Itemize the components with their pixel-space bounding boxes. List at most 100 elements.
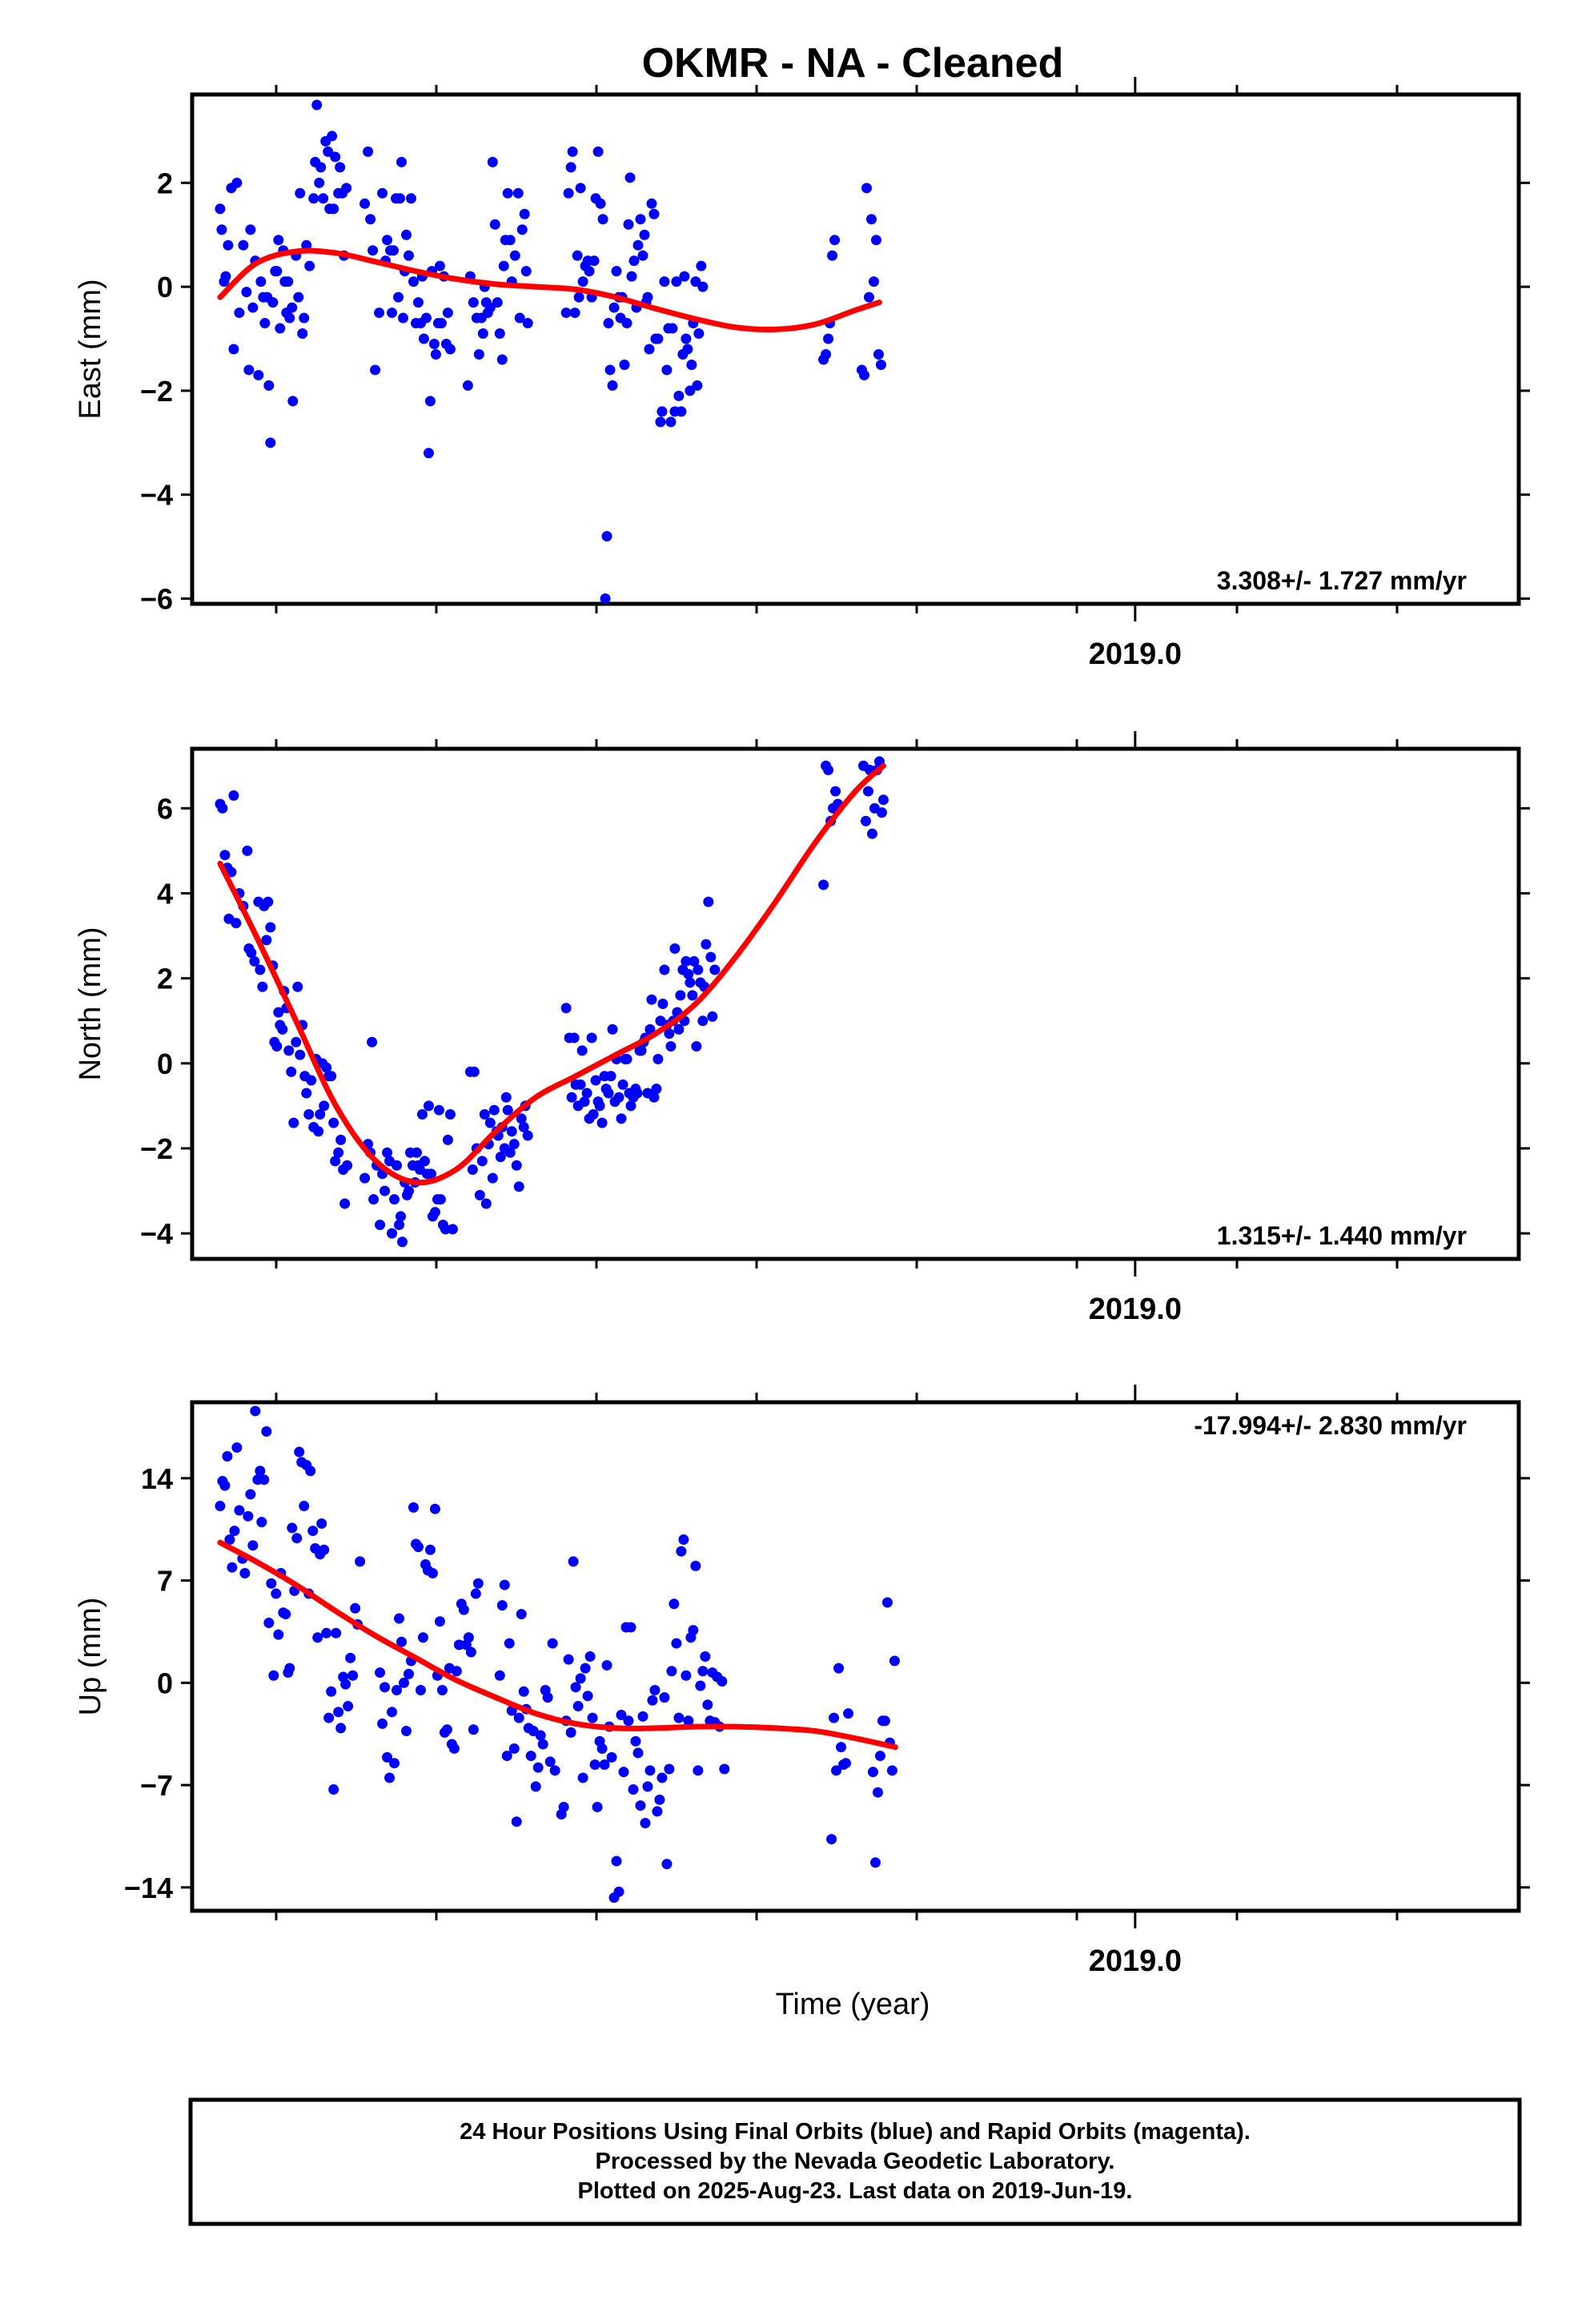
data-point [365, 214, 376, 225]
data-point [328, 1117, 339, 1128]
rate-label-up: -17.994+/- 2.830 mm/yr [1194, 1411, 1467, 1440]
data-point [656, 406, 668, 417]
data-point [565, 162, 576, 173]
data-point [642, 1781, 653, 1792]
data-point [881, 1597, 893, 1608]
data-point [384, 1772, 396, 1783]
data-point [719, 1763, 730, 1775]
data-point [453, 1639, 464, 1651]
data-point [424, 396, 436, 407]
data-point [434, 260, 445, 271]
data-point [646, 994, 657, 1005]
data-point [355, 1556, 366, 1567]
data-point [408, 1502, 419, 1513]
data-point [303, 1109, 315, 1120]
x-axis-title: Time (year) [776, 1988, 930, 2021]
data-point [250, 1405, 261, 1417]
panel-east: −6 −4 −2 0 2 2019.0 East (mm) 3.308+/- 1.727 mm… [74, 77, 1530, 671]
data-point [581, 1088, 592, 1099]
data-point [476, 1156, 488, 1167]
data-point [858, 369, 869, 380]
data-point [649, 1684, 661, 1695]
data-point [600, 593, 611, 604]
data-point [288, 1117, 299, 1128]
data-point [243, 364, 255, 376]
data-point [259, 1474, 270, 1486]
data-point [253, 369, 264, 380]
data-point [606, 1751, 617, 1763]
y-tick-label: 2 [157, 167, 173, 199]
data-point [335, 1134, 347, 1145]
data-point [219, 1480, 231, 1491]
data-point [690, 276, 701, 287]
data-point [504, 235, 516, 246]
data-point [328, 203, 339, 215]
data-point [823, 765, 834, 776]
data-point [681, 1670, 692, 1681]
data-point [326, 1071, 337, 1082]
data-point [441, 1724, 452, 1735]
data-point [563, 1654, 574, 1665]
data-point [436, 1684, 448, 1695]
data-point [259, 318, 271, 329]
data-point [420, 312, 432, 324]
data-point [709, 964, 721, 975]
data-point [267, 297, 279, 308]
data-point [468, 297, 479, 308]
data-point [430, 348, 441, 360]
data-point [685, 385, 696, 396]
data-point [518, 1121, 529, 1132]
footer-box: 24 Hour Positions Using Final Orbits (bl… [188, 2097, 1522, 2226]
data-point [301, 239, 312, 251]
data-point [382, 235, 393, 246]
y-tick-label: 7 [157, 1565, 173, 1598]
data-point [537, 1739, 548, 1750]
data-point [465, 1647, 476, 1658]
data-point [429, 1503, 440, 1514]
data-point [692, 380, 703, 391]
data-point [693, 964, 704, 975]
data-point [330, 151, 341, 163]
data-point [597, 214, 608, 225]
data-point [651, 1084, 662, 1095]
y-axis-title-up: Up (mm) [74, 1598, 107, 1716]
data-point [339, 1198, 351, 1209]
data-point [630, 1735, 641, 1747]
data-point [474, 1189, 485, 1200]
data-point [508, 1139, 520, 1150]
data-point [367, 1036, 378, 1047]
data-point [652, 1054, 664, 1065]
data-point [693, 328, 705, 340]
data-point [257, 981, 268, 992]
data-point [219, 850, 231, 861]
y-tick-label: 0 [157, 271, 173, 304]
data-point [261, 935, 272, 946]
data-point [696, 260, 707, 271]
data-point [382, 1147, 393, 1158]
data-point [870, 235, 881, 246]
data-point [501, 1751, 512, 1762]
data-point [451, 1666, 462, 1677]
data-point [498, 260, 509, 271]
data-point [500, 1092, 512, 1103]
data-point [542, 1692, 553, 1703]
data-point [547, 1638, 558, 1649]
data-point [375, 1667, 386, 1679]
data-point [374, 308, 385, 319]
data-point [508, 1743, 520, 1754]
data-point [499, 1579, 510, 1590]
data-point [632, 1747, 644, 1759]
data-point [595, 198, 606, 209]
data-point [379, 1682, 391, 1693]
data-point [323, 1712, 335, 1723]
data-point [618, 1767, 629, 1778]
y-tick-label: −4 [140, 479, 173, 512]
data-point [573, 292, 584, 303]
data-point [263, 1618, 275, 1629]
data-point [572, 1701, 584, 1712]
data-point [255, 276, 267, 287]
y-tick-label: −4 [140, 1217, 173, 1250]
data-point [494, 328, 505, 340]
data-point [644, 1765, 656, 1776]
data-point [458, 1604, 469, 1615]
